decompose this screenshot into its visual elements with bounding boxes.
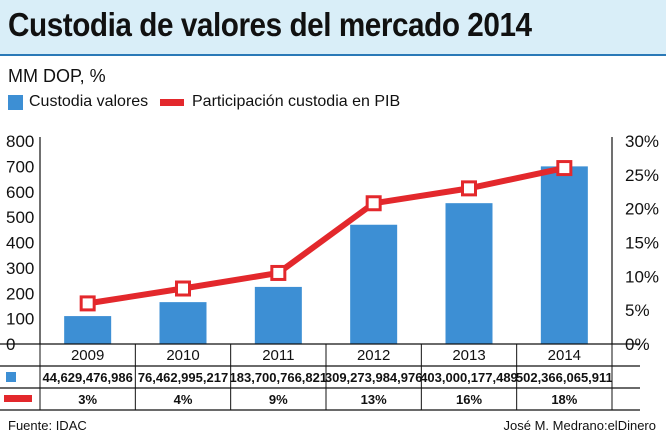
legend-bar-swatch bbox=[8, 94, 23, 110]
table-value-cell: 403,000,177,489 bbox=[420, 370, 518, 385]
legend-bar-label: Custodia valores bbox=[29, 93, 149, 110]
table-pct-cell: 16% bbox=[456, 392, 482, 407]
table-pct-cell: 13% bbox=[361, 392, 387, 407]
left-tick-label: 600 bbox=[6, 183, 34, 202]
chart-title: Custodia de valores del mercado 2014 bbox=[8, 6, 532, 43]
right-tick-label: 5% bbox=[625, 301, 650, 320]
table-value-cell: 76,462,995,217 bbox=[138, 370, 228, 385]
x-tick-label: 2012 bbox=[357, 347, 390, 364]
left-tick-label: 200 bbox=[6, 284, 34, 303]
bar bbox=[254, 286, 302, 344]
footer-source: Fuente: IDAC bbox=[8, 418, 87, 433]
x-tick-label: 2011 bbox=[262, 347, 294, 364]
line-point bbox=[175, 280, 191, 297]
table-pct-cell: 18% bbox=[551, 392, 577, 407]
bar bbox=[350, 224, 398, 344]
bar bbox=[540, 166, 588, 344]
table-bar-marker bbox=[6, 372, 16, 382]
table-pct-cell: 9% bbox=[269, 392, 288, 407]
left-tick-label: 500 bbox=[6, 208, 34, 227]
units-label: MM DOP, % bbox=[8, 66, 106, 86]
x-tick-label: 2010 bbox=[166, 347, 199, 364]
legend-line-label: Participación custodia en PIB bbox=[192, 93, 401, 110]
footer-credit: José M. Medrano:elDinero bbox=[503, 418, 656, 433]
left-tick-label: 400 bbox=[6, 234, 34, 253]
x-tick-label: 2009 bbox=[71, 347, 104, 364]
legend-item-line: Participación custodia en PIB bbox=[160, 93, 400, 111]
line-point bbox=[79, 295, 96, 312]
bar bbox=[159, 302, 207, 344]
right-tick-label: 25% bbox=[625, 166, 659, 185]
right-tick-label: 15% bbox=[625, 234, 659, 253]
bar bbox=[445, 203, 493, 344]
table-pct-cell: 3% bbox=[78, 392, 97, 407]
right-tick-label: 20% bbox=[625, 200, 659, 219]
left-tick-label: 700 bbox=[6, 157, 34, 176]
right-tick-label: 30% bbox=[625, 132, 659, 151]
table-pct-cell: 4% bbox=[174, 392, 193, 407]
bar bbox=[64, 316, 112, 344]
table-value-cell: 183,700,766,821 bbox=[230, 370, 328, 385]
line-point bbox=[270, 264, 287, 281]
chart: 01002003004005006007008000%5%10%15%20%25… bbox=[0, 132, 659, 411]
title-bar: Custodia de valores del mercado 2014 bbox=[0, 0, 666, 56]
table-value-cell: 309,273,984,976 bbox=[325, 370, 423, 385]
line-point bbox=[365, 195, 382, 212]
table-value-cell: 502,366,065,911 bbox=[516, 370, 613, 385]
line-point bbox=[461, 180, 477, 197]
line-series bbox=[87, 165, 565, 307]
line-point bbox=[556, 160, 573, 177]
table-value-cell: 44,629,476,986 bbox=[42, 370, 132, 385]
left-tick-label: 300 bbox=[6, 259, 34, 278]
right-tick-label: 10% bbox=[625, 267, 659, 286]
legend-line-swatch bbox=[160, 98, 184, 106]
legend-item-bar: Custodia valores bbox=[8, 93, 148, 111]
x-tick-label: 2013 bbox=[452, 347, 485, 364]
table-line-marker bbox=[4, 395, 32, 402]
left-tick-label: 100 bbox=[6, 310, 34, 329]
x-tick-label: 2014 bbox=[548, 347, 581, 364]
left-tick-label: 800 bbox=[6, 132, 34, 151]
